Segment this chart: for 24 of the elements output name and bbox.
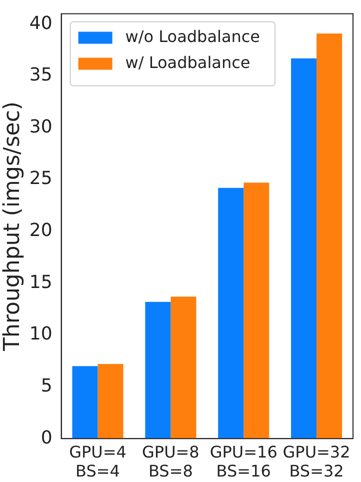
- y-tick-label: 5: [40, 375, 52, 396]
- bar: [170, 296, 196, 439]
- y-tick-label: 10: [29, 324, 52, 345]
- bar: [316, 33, 342, 439]
- x-tick-label: GPU=8 BS=8: [142, 442, 200, 481]
- bar: [244, 182, 270, 439]
- x-tick-label: GPU=4 BS=4: [69, 442, 126, 481]
- y-tick-label: 15: [29, 272, 52, 293]
- bar: [145, 302, 171, 439]
- bar: [98, 364, 124, 439]
- y-tick-label: 35: [29, 64, 52, 86]
- legend-label: w/o Loadbalance: [125, 26, 260, 46]
- bar: [291, 58, 317, 439]
- y-tick-label: 30: [29, 116, 52, 138]
- y-axis-title: Throughput (imgs/sec): [0, 101, 25, 352]
- x-tick-label: GPU=16 BS=16: [210, 442, 278, 481]
- x-tick-label: GPU=32 BS=32: [282, 442, 350, 481]
- y-tick-label: 25: [29, 168, 52, 190]
- bar: [72, 366, 98, 439]
- y-tick-label: 40: [29, 12, 52, 34]
- legend-label: w/ Loadbalance: [125, 52, 250, 72]
- bar: [218, 188, 244, 439]
- y-tick-label: 0: [40, 427, 52, 448]
- y-tick-label: 20: [29, 220, 52, 242]
